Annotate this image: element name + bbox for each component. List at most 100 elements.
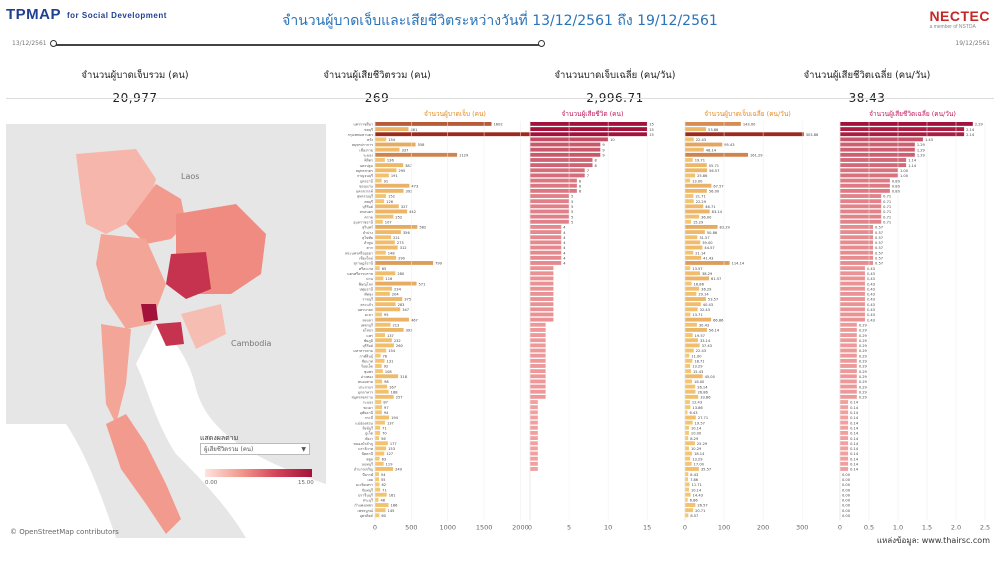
bar[interactable] <box>375 209 408 214</box>
bar[interactable] <box>840 225 874 229</box>
bar[interactable] <box>685 343 700 348</box>
bar[interactable] <box>840 312 865 317</box>
bar[interactable] <box>530 245 562 250</box>
bar[interactable] <box>685 497 688 502</box>
bar[interactable] <box>530 384 546 389</box>
bar[interactable] <box>375 384 388 389</box>
bar[interactable] <box>685 219 691 224</box>
bar[interactable] <box>530 348 546 353</box>
bar[interactable] <box>685 364 691 368</box>
bar[interactable] <box>530 219 570 224</box>
bar[interactable] <box>375 508 386 513</box>
bar[interactable] <box>685 379 693 384</box>
date-range-slider[interactable] <box>52 44 542 46</box>
bar[interactable] <box>375 194 387 198</box>
bar[interactable] <box>840 394 857 399</box>
bar[interactable] <box>840 369 857 374</box>
bar[interactable] <box>375 235 392 240</box>
bar[interactable] <box>840 441 849 446</box>
bar[interactable] <box>685 188 707 193</box>
bar[interactable] <box>530 400 538 404</box>
bar[interactable] <box>840 286 865 291</box>
bar[interactable] <box>530 394 546 399</box>
bar[interactable] <box>375 127 409 131</box>
bar[interactable] <box>685 291 697 296</box>
bar[interactable] <box>375 183 410 188</box>
bar[interactable] <box>375 333 385 337</box>
bar[interactable] <box>375 255 397 260</box>
bar[interactable] <box>530 255 562 260</box>
bar[interactable] <box>840 163 907 168</box>
bar[interactable] <box>375 281 417 286</box>
bar[interactable] <box>685 328 707 332</box>
bar[interactable] <box>685 446 690 451</box>
bar[interactable] <box>840 358 857 363</box>
bar[interactable] <box>840 364 857 368</box>
bar[interactable] <box>530 451 538 456</box>
tpmap-logo[interactable]: TPMAP for Social Development <box>6 6 167 23</box>
bar[interactable] <box>840 436 849 440</box>
bar[interactable] <box>685 132 804 137</box>
bar[interactable] <box>530 230 562 234</box>
bar[interactable] <box>530 425 538 430</box>
bar[interactable] <box>840 188 890 193</box>
metric-select[interactable]: ผู้เสียชีวิตรวม (คน) ▼ <box>200 443 310 455</box>
bar[interactable] <box>530 225 562 229</box>
bar[interactable] <box>685 214 700 219</box>
bar[interactable] <box>375 394 394 399</box>
bar[interactable] <box>375 461 384 466</box>
bar[interactable] <box>530 147 601 152</box>
bar[interactable] <box>530 405 538 410</box>
bar[interactable] <box>840 420 849 425</box>
bar[interactable] <box>530 420 538 425</box>
bar[interactable] <box>685 302 701 307</box>
bar[interactable] <box>375 188 404 193</box>
bar[interactable] <box>685 297 706 301</box>
bar[interactable] <box>375 477 379 482</box>
bar[interactable] <box>840 307 865 312</box>
bar[interactable] <box>840 405 849 410</box>
bar[interactable] <box>375 158 385 162</box>
bar[interactable] <box>685 410 688 415</box>
bar[interactable] <box>685 503 696 507</box>
bar[interactable] <box>685 225 718 229</box>
bar[interactable] <box>840 127 965 131</box>
bar[interactable] <box>530 199 570 204</box>
bar[interactable] <box>685 183 712 188</box>
bar[interactable] <box>840 271 865 276</box>
bar[interactable] <box>375 219 383 224</box>
bar[interactable] <box>840 328 857 332</box>
bar[interactable] <box>530 209 570 214</box>
bar[interactable] <box>375 358 385 363</box>
bar[interactable] <box>375 472 379 477</box>
region-west[interactable] <box>101 324 131 424</box>
bar[interactable] <box>530 127 648 131</box>
bar[interactable] <box>840 250 874 255</box>
bar[interactable] <box>375 436 380 440</box>
bar[interactable] <box>685 472 689 477</box>
bar[interactable] <box>685 194 694 198</box>
bar[interactable] <box>375 343 394 348</box>
bar[interactable] <box>685 255 702 260</box>
bar[interactable] <box>685 266 691 271</box>
region-south[interactable] <box>106 414 181 534</box>
bar[interactable] <box>840 410 849 415</box>
bar[interactable] <box>685 204 704 209</box>
bar[interactable] <box>530 281 554 286</box>
bar[interactable] <box>840 333 857 337</box>
bar[interactable] <box>840 343 857 348</box>
bar[interactable] <box>375 297 403 301</box>
bar[interactable] <box>685 420 693 425</box>
bar[interactable] <box>840 389 857 394</box>
province-chonburi[interactable] <box>156 322 184 346</box>
region-east[interactable] <box>181 304 226 349</box>
bar[interactable] <box>375 482 380 487</box>
bar[interactable] <box>840 384 857 389</box>
bar[interactable] <box>840 415 849 420</box>
bar[interactable] <box>685 240 701 245</box>
bar[interactable] <box>375 456 380 461</box>
bar[interactable] <box>685 369 692 374</box>
bar[interactable] <box>840 338 857 343</box>
bar[interactable] <box>840 425 849 430</box>
bar[interactable] <box>840 230 874 234</box>
